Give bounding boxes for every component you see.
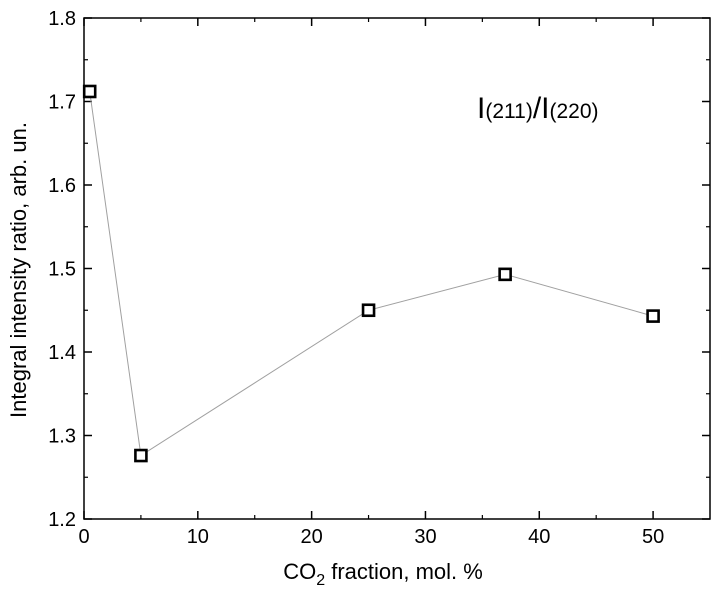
plot-frame — [83, 17, 711, 520]
x-axis-label-subscript: 2 — [316, 572, 325, 589]
annotation-sub-211: (211) — [485, 100, 532, 123]
x-tick-label: 40 — [528, 526, 550, 548]
x-axis-label: CO2 fraction, mol. % — [283, 559, 483, 589]
y-tick-label: 1.7 — [48, 92, 76, 114]
x-tick-label: 30 — [414, 526, 436, 548]
series-line — [89, 91, 654, 457]
annotation-i-211: I — [477, 92, 485, 125]
ratio-annotation: I(211)/I(220) — [477, 92, 599, 125]
y-axis-label: Integral intensity ratio, arb. un. — [6, 122, 31, 418]
x-axis-label-suffix: fraction, mol. % — [325, 559, 483, 584]
x-tick-label: 0 — [78, 526, 89, 548]
y-tick-label: 1.8 — [48, 8, 76, 30]
x-tick-label: 50 — [642, 526, 664, 548]
annotation-i-220: I — [541, 92, 549, 125]
x-tick-label: 10 — [187, 526, 209, 548]
data-point — [82, 84, 97, 99]
x-axis-label-prefix: CO — [283, 559, 316, 584]
annotation-sub-220: (220) — [550, 100, 599, 123]
y-tick-label: 1.5 — [48, 259, 76, 281]
data-point — [498, 267, 512, 282]
y-tick-label: 1.2 — [48, 509, 76, 531]
annotation-slash: / — [533, 92, 542, 125]
data-point — [361, 303, 376, 318]
y-tick-label: 1.4 — [48, 342, 76, 364]
y-tick-label: 1.3 — [48, 426, 76, 448]
x-tick-label: 20 — [301, 526, 323, 548]
data-point — [646, 309, 660, 323]
data-point — [134, 448, 148, 463]
y-tick-label: 1.6 — [48, 175, 76, 197]
